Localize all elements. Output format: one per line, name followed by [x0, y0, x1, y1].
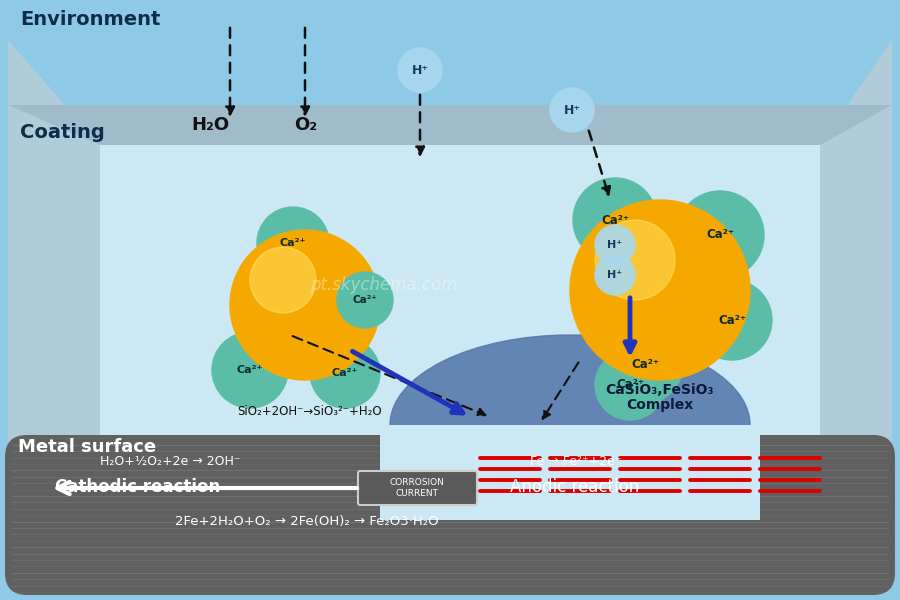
Circle shape	[250, 247, 316, 313]
Text: Cathodic reaction: Cathodic reaction	[55, 478, 220, 496]
Text: Complex: Complex	[626, 398, 694, 412]
FancyBboxPatch shape	[5, 435, 895, 595]
Polygon shape	[820, 40, 892, 550]
Circle shape	[595, 220, 675, 300]
Circle shape	[257, 207, 329, 279]
Polygon shape	[8, 500, 892, 550]
Text: Environment: Environment	[20, 10, 160, 29]
Circle shape	[550, 88, 594, 132]
Text: H⁺: H⁺	[608, 270, 623, 280]
Text: Coating: Coating	[20, 123, 104, 142]
Text: Ca²⁺: Ca²⁺	[706, 229, 734, 241]
Text: H⁺: H⁺	[411, 64, 428, 76]
Text: Ca²⁺: Ca²⁺	[631, 358, 659, 371]
Text: 2Fe+2H₂O+O₂ → 2Fe(OH)₂ → Fe₂O3·H₂O: 2Fe+2H₂O+O₂ → 2Fe(OH)₂ → Fe₂O3·H₂O	[175, 515, 438, 528]
Text: H⁺: H⁺	[608, 240, 623, 250]
Text: Ca²⁺: Ca²⁺	[353, 295, 377, 305]
Text: Ca²⁺: Ca²⁺	[237, 365, 263, 375]
FancyBboxPatch shape	[358, 471, 477, 505]
Circle shape	[570, 200, 750, 380]
Ellipse shape	[390, 335, 750, 515]
Circle shape	[212, 332, 288, 408]
Circle shape	[573, 178, 657, 262]
Polygon shape	[8, 40, 100, 550]
Text: CaSiO₃,FeSiO₃: CaSiO₃,FeSiO₃	[606, 383, 715, 397]
Polygon shape	[8, 105, 892, 145]
Polygon shape	[380, 425, 760, 520]
Circle shape	[692, 280, 772, 360]
Text: H₂O+½O₂+2e → 2OH⁻: H₂O+½O₂+2e → 2OH⁻	[100, 455, 240, 468]
Circle shape	[595, 255, 635, 295]
Text: H⁺: H⁺	[563, 103, 580, 116]
Text: pt.skychema.com: pt.skychema.com	[310, 276, 457, 294]
Text: CORROSION
CURRENT: CORROSION CURRENT	[390, 478, 445, 498]
Text: O₂: O₂	[294, 116, 318, 134]
Circle shape	[310, 338, 380, 408]
Text: Ca²⁺: Ca²⁺	[280, 238, 306, 248]
Text: Ca²⁺: Ca²⁺	[718, 313, 746, 326]
Text: SiO₂+2OH⁻→SiO₃²⁻+H₂O: SiO₂+2OH⁻→SiO₃²⁻+H₂O	[237, 405, 382, 418]
Circle shape	[595, 350, 665, 420]
Text: Ca²⁺: Ca²⁺	[601, 214, 629, 226]
Circle shape	[607, 327, 683, 403]
Text: Metal surface: Metal surface	[18, 438, 156, 456]
Circle shape	[337, 272, 393, 328]
Circle shape	[230, 230, 380, 380]
Text: Ca²⁺: Ca²⁺	[332, 368, 358, 378]
Text: Ca²⁺: Ca²⁺	[616, 379, 644, 391]
Circle shape	[595, 225, 635, 265]
Text: Fe → Fe²⁺+2e⁻: Fe → Fe²⁺+2e⁻	[530, 455, 622, 468]
Circle shape	[676, 191, 764, 279]
Text: H₂O: H₂O	[191, 116, 230, 134]
Circle shape	[398, 48, 442, 92]
Text: Anodic reaction: Anodic reaction	[510, 478, 639, 496]
Polygon shape	[100, 145, 820, 500]
